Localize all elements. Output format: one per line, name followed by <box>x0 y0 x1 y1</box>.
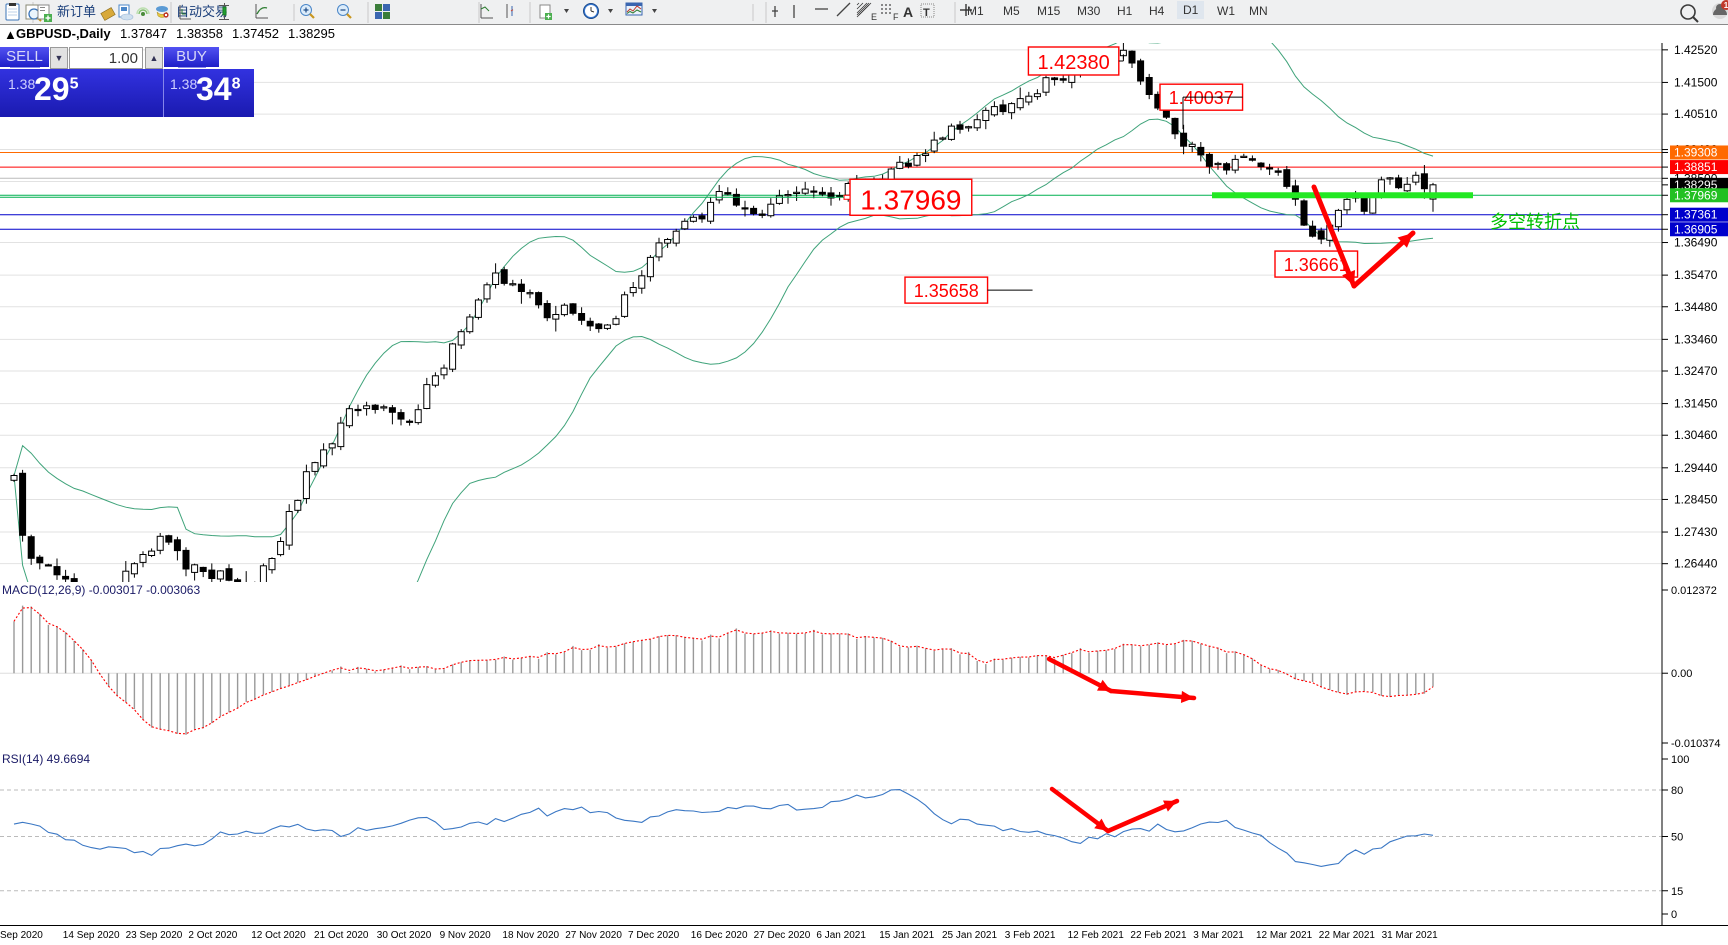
svg-text:100: 100 <box>1671 754 1689 766</box>
svg-text:A: A <box>903 4 913 20</box>
svg-text:E: E <box>871 12 877 22</box>
svg-text:0.012372: 0.012372 <box>1671 585 1717 597</box>
svg-text:1.41500: 1.41500 <box>1674 75 1718 89</box>
svg-text:1.40510: 1.40510 <box>1674 107 1718 121</box>
svg-text:1.34480: 1.34480 <box>1674 300 1718 314</box>
svg-text:1.37969: 1.37969 <box>860 184 961 215</box>
svg-text:F: F <box>893 12 899 22</box>
svg-text:1.37361: 1.37361 <box>1674 208 1718 222</box>
svg-text:1.36490: 1.36490 <box>1674 236 1718 250</box>
svg-text:1.30460: 1.30460 <box>1674 428 1718 442</box>
svg-text:1.27430: 1.27430 <box>1674 525 1718 539</box>
svg-text:RSI(14) 49.6694: RSI(14) 49.6694 <box>2 752 90 766</box>
svg-text:1.29440: 1.29440 <box>1674 461 1718 475</box>
svg-text:1.37969: 1.37969 <box>1674 188 1718 202</box>
svg-text:0: 0 <box>1671 909 1677 921</box>
svg-text:50: 50 <box>1671 832 1683 844</box>
svg-text:1.36661: 1.36661 <box>1284 255 1349 275</box>
svg-text:15: 15 <box>1671 886 1683 898</box>
svg-text:1.26440: 1.26440 <box>1674 557 1718 571</box>
svg-text:1.42380: 1.42380 <box>1037 52 1109 74</box>
svg-text:MACD(12,26,9) -0.003017 -0.003: MACD(12,26,9) -0.003017 -0.003063 <box>2 583 200 597</box>
svg-text:80: 80 <box>1671 785 1683 797</box>
svg-text:1.36905: 1.36905 <box>1674 222 1718 236</box>
svg-text:1.32470: 1.32470 <box>1674 364 1718 378</box>
svg-text:-0.010374: -0.010374 <box>1671 738 1721 750</box>
svg-text:1.33460: 1.33460 <box>1674 332 1718 346</box>
svg-text:1.42520: 1.42520 <box>1674 43 1718 57</box>
svg-text:1.31450: 1.31450 <box>1674 397 1718 411</box>
svg-text:新订单: 新订单 <box>57 4 96 19</box>
svg-text:1.28450: 1.28450 <box>1674 492 1718 506</box>
svg-text:1.40037: 1.40037 <box>1169 88 1234 108</box>
svg-text:0.00: 0.00 <box>1671 668 1692 680</box>
svg-text:多空转折点: 多空转折点 <box>1490 212 1580 232</box>
svg-text:1.35470: 1.35470 <box>1674 268 1718 282</box>
svg-text:自动交易: 自动交易 <box>176 4 228 19</box>
svg-text:1: 1 <box>1724 1 1728 10</box>
svg-text:1.35658: 1.35658 <box>914 281 979 301</box>
svg-text:1.39308: 1.39308 <box>1674 145 1718 159</box>
svg-text:T: T <box>923 7 930 19</box>
